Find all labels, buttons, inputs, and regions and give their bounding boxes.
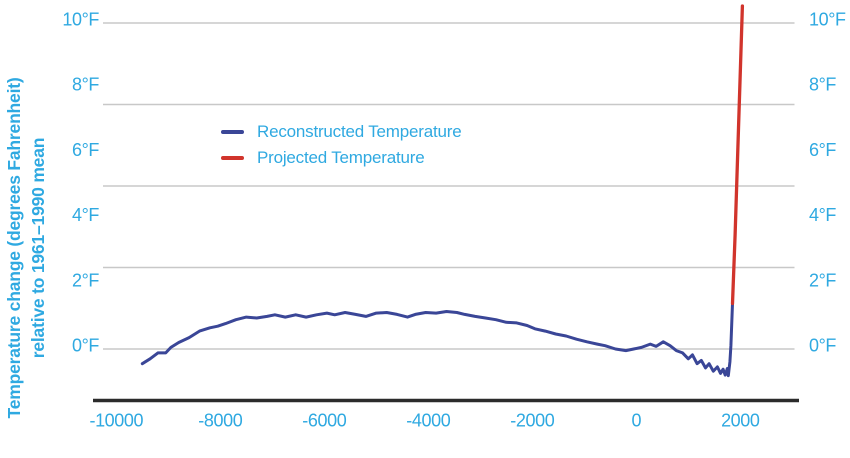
y-axis-labels-right: 0°F 2°F 4°F 6°F 8°F 10°F	[809, 10, 846, 356]
y-tick-label-left: 10°F	[62, 10, 99, 30]
legend-label-projected: Projected Temperature	[257, 148, 425, 167]
legend-label-reconstructed: Reconstructed Temperature	[257, 122, 462, 141]
y-tick-label-right: 4°F	[809, 205, 836, 225]
legend-item-reconstructed: Reconstructed Temperature	[221, 119, 462, 145]
x-tick-label: -2000	[510, 411, 554, 431]
y-tick-label-right: 10°F	[809, 10, 846, 30]
x-tick-label: 0	[631, 411, 641, 431]
legend: Reconstructed Temperature Projected Temp…	[221, 119, 462, 171]
y-axis-title-line1: Temperature change (degrees Fahrenheit)	[4, 77, 24, 419]
y-tick-label-left: 6°F	[72, 140, 99, 160]
data-series	[140, 4, 745, 378]
legend-item-projected: Projected Temperature	[221, 145, 461, 171]
legend-swatch-projected-icon	[221, 155, 244, 161]
y-tick-label-left: 8°F	[72, 75, 99, 95]
x-axis-labels: -10000 -8000 -6000 -4000 -2000 0 2000	[89, 411, 760, 431]
x-tick-label: -8000	[198, 411, 242, 431]
series-line-reconstructed	[140, 301, 734, 378]
series-line-projected	[730, 4, 745, 306]
x-tick-label: -6000	[302, 411, 346, 431]
x-tick-label: 2000	[721, 411, 760, 431]
y-tick-label-right: 8°F	[809, 75, 836, 95]
y-tick-label-left: 2°F	[72, 270, 99, 290]
y-tick-label-left: 4°F	[72, 205, 99, 225]
y-tick-label-right: 2°F	[809, 270, 836, 290]
y-tick-label-right: 0°F	[809, 336, 836, 356]
y-axis-title: Temperature change (degrees Fahrenheit) …	[2, 38, 50, 458]
y-axis-labels-left: 0°F 2°F 4°F 6°F 8°F 10°F	[62, 10, 99, 356]
x-tick-label: -4000	[406, 411, 450, 431]
x-tick-label: -10000	[89, 411, 143, 431]
y-tick-label-left: 0°F	[72, 336, 99, 356]
y-tick-label-right: 6°F	[809, 140, 836, 160]
legend-swatch-reconstructed-icon	[221, 129, 244, 135]
y-axis-title-line2: relative to 1961–1990 mean	[28, 137, 48, 359]
gridlines	[103, 22, 795, 350]
